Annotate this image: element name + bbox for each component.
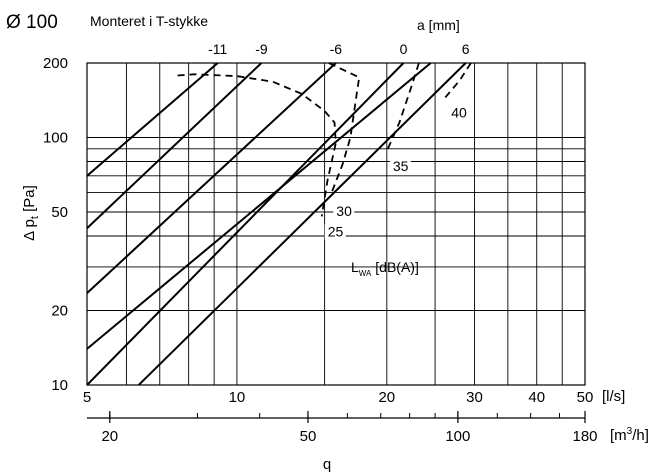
x2-tick-label: 100 <box>445 428 470 445</box>
x2-axis-unit: [m3/h] <box>610 426 649 444</box>
damper-line <box>137 62 467 386</box>
x-tick-label: 20 <box>378 389 395 406</box>
x-axis-label: q <box>323 456 331 473</box>
sound-curve-label: 30 <box>336 203 352 219</box>
x2-tick-label: 180 <box>572 428 597 445</box>
x2-tick-label: 50 <box>300 428 317 445</box>
sound-curve-label: 40 <box>451 105 467 121</box>
sound-curve-label-bg <box>389 159 411 175</box>
x-tick-label: 10 <box>229 389 246 406</box>
labels: Ø 100 Monteret i T-stykke a [mm] q [l/s]… <box>6 12 649 473</box>
y-label-main: Δ p <box>21 219 38 241</box>
plot-frame <box>86 62 586 386</box>
damper-line-label: -11 <box>208 41 227 57</box>
x-tick-label: 40 <box>528 389 545 406</box>
axis-ticks: 10 20 50 100 200 5 10 20 30 40 50 20 50 100 180 <box>43 55 598 445</box>
damper-line <box>86 62 432 350</box>
top-axis-label: a [mm] <box>417 17 460 33</box>
damper-line-label: 0 <box>400 41 408 57</box>
x-tick-label: 50 <box>577 389 594 406</box>
sound-curve-label: 35 <box>393 158 409 174</box>
chart-title: Ø 100 <box>6 12 58 33</box>
y-tick-label: 50 <box>51 204 68 221</box>
lwa-unit: [dB(A)] <box>371 259 418 275</box>
lwa-sub: WA <box>359 269 372 278</box>
x2-unit-suffix: /h] <box>632 427 649 444</box>
sound-level-curves: 25 30 35 40 <box>177 62 472 240</box>
y-tick-label: 200 <box>43 55 68 72</box>
sound-curve <box>444 62 472 99</box>
damper-line-label: 6 <box>462 41 470 57</box>
damper-line-label: -6 <box>330 41 343 57</box>
sound-curve-label-bg <box>448 105 470 121</box>
y-axis-label: Δ pt [Pa] <box>21 185 41 241</box>
chart-subtitle: Monteret i T-stykke <box>90 13 208 29</box>
y-tick-label: 10 <box>51 377 68 394</box>
x2-tick-label: 20 <box>101 428 118 445</box>
x2-unit-superscript: 3 <box>627 426 633 437</box>
sound-curve-label-bg <box>324 224 346 240</box>
sound-curve <box>328 62 361 197</box>
damper-lines: -11 -9 -6 0 6 <box>86 41 470 386</box>
sound-curve-label: 25 <box>328 223 344 239</box>
y-tick-label: 20 <box>51 302 68 319</box>
sound-curve <box>177 73 337 217</box>
x-tick-label: 5 <box>83 389 91 406</box>
y-tick-label: 100 <box>43 130 68 147</box>
sound-level-label: LWA [dB(A)] <box>351 259 419 278</box>
damper-line <box>86 62 219 177</box>
y-label-sub: t <box>29 216 41 219</box>
y-label-unit: [Pa] <box>21 185 38 216</box>
sound-curve-label-bg <box>333 204 355 220</box>
damper-line <box>86 62 405 386</box>
x-tick-label: 30 <box>466 389 483 406</box>
damper-line-label: -9 <box>255 41 268 57</box>
damper-line <box>86 62 337 294</box>
damper-line <box>86 62 263 229</box>
x-axis-unit: [l/s] <box>602 388 625 405</box>
lwa-main: L <box>351 259 359 275</box>
